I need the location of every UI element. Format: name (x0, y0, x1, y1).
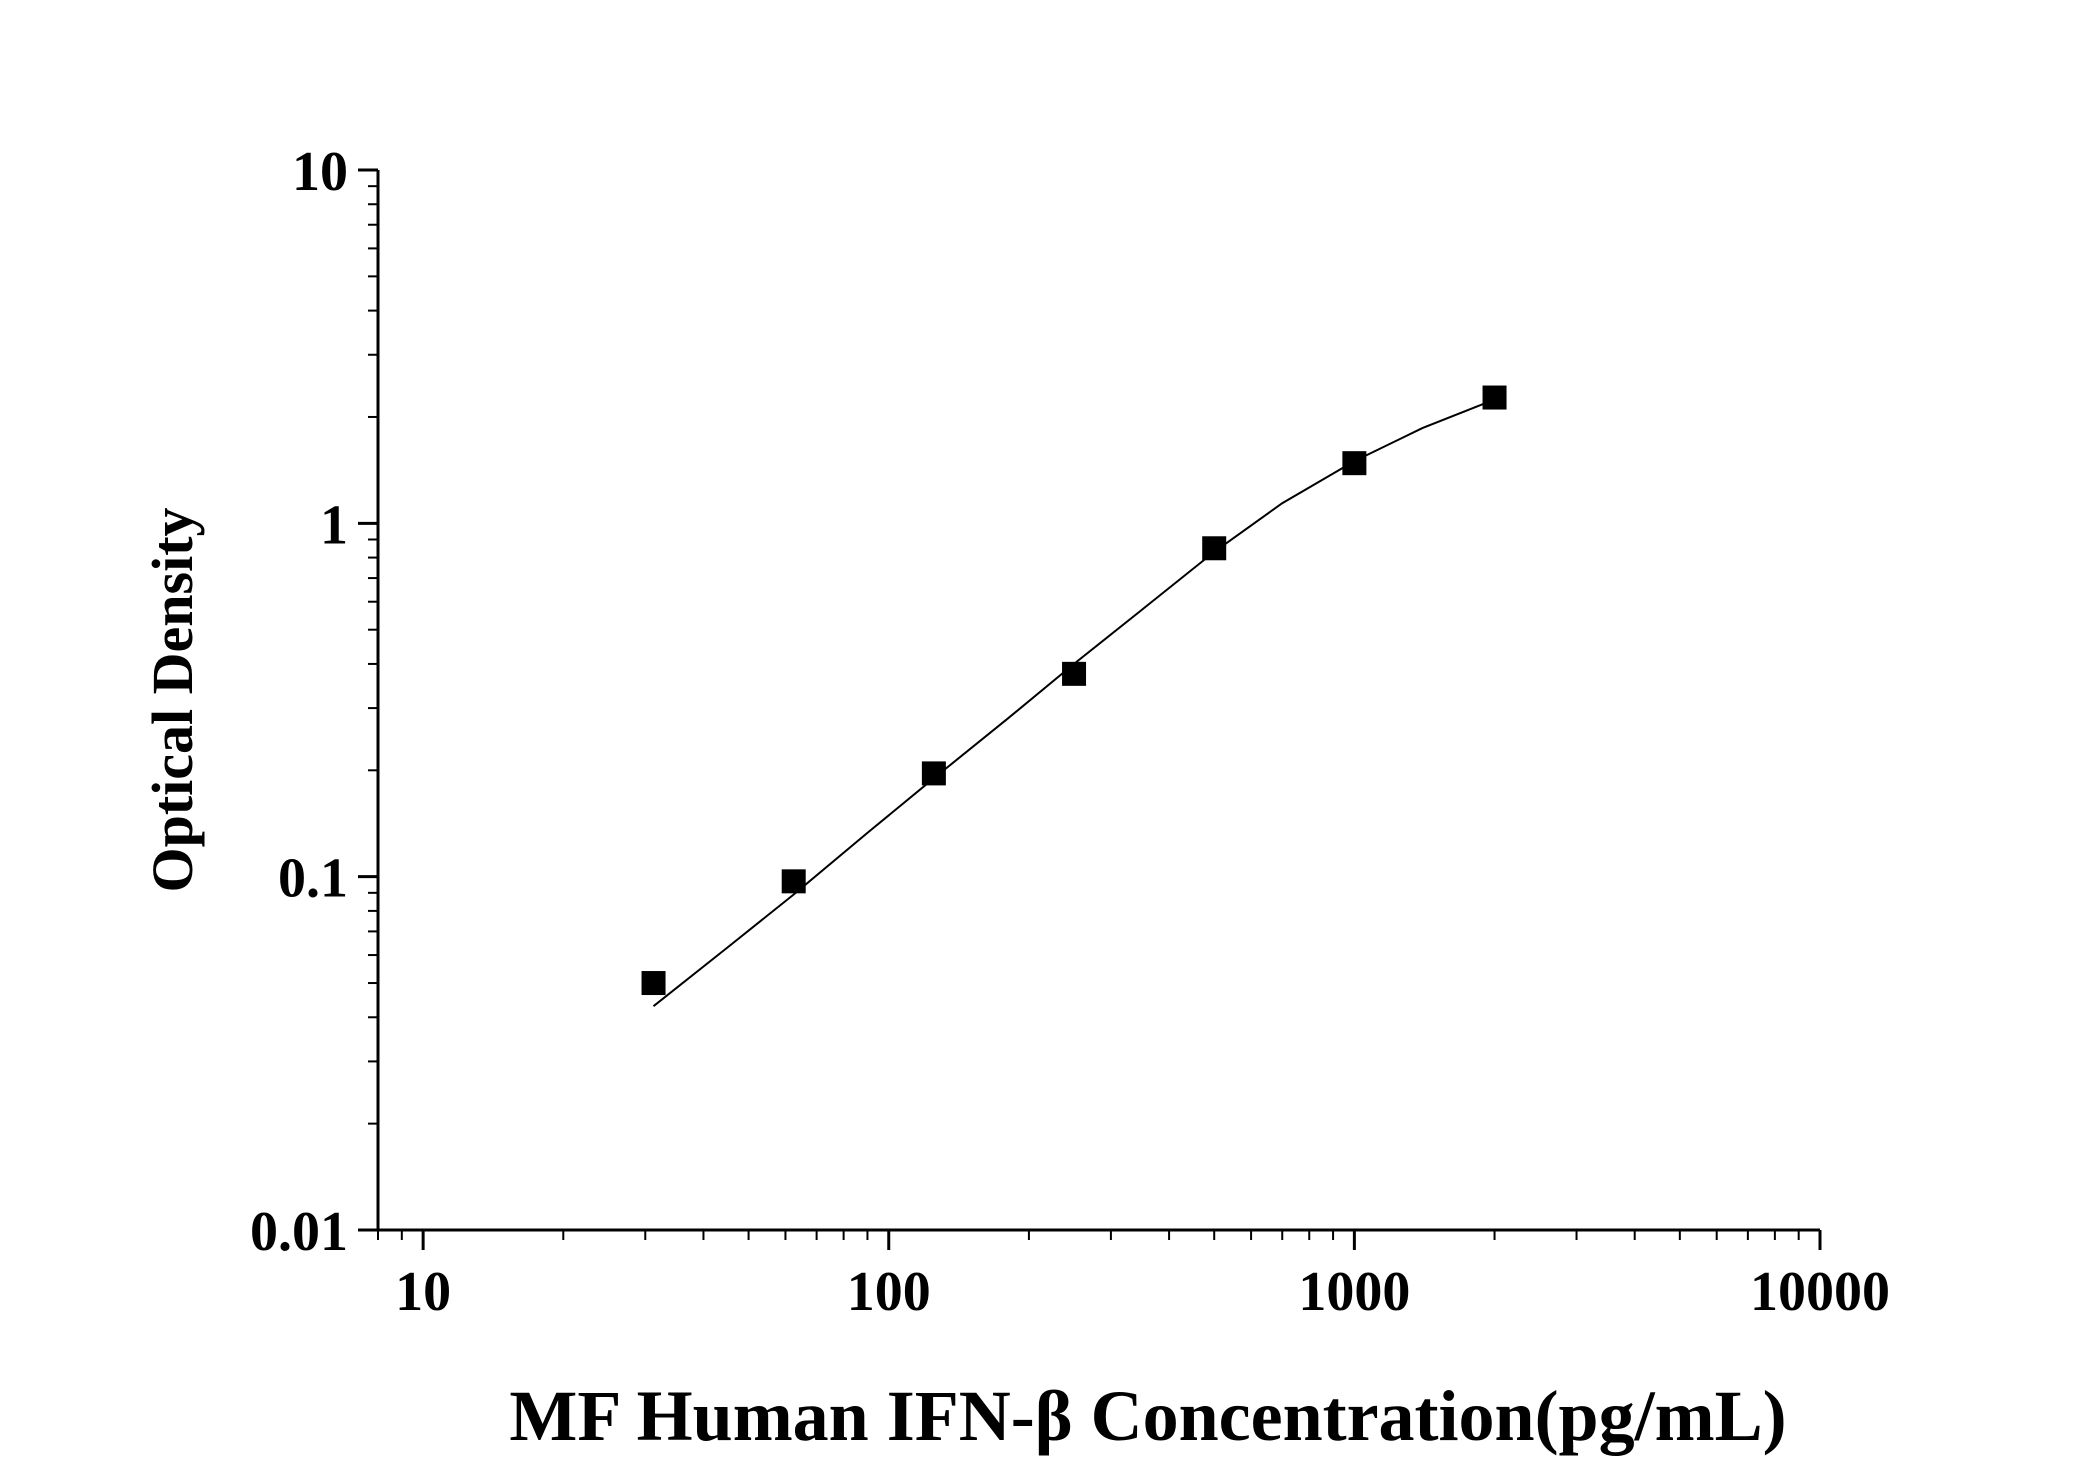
x-tick-label: 1000 (1298, 1261, 1410, 1323)
data-points-layer (641, 385, 1507, 996)
x-tick-label: 10 (395, 1261, 451, 1323)
data-point (1202, 536, 1227, 561)
data-point (921, 761, 946, 786)
axes: 0.01 0.1 1 10 10 100 1000 10000 (250, 141, 1890, 1323)
data-point (781, 869, 806, 894)
y-tick-label: 0.01 (250, 1201, 348, 1263)
data-point (1062, 661, 1087, 686)
y-tick-label: 10 (292, 141, 348, 203)
fit-curve (652, 398, 1495, 1007)
x-axis-title: MF Human IFN-β Concentration(pg/mL) (509, 1376, 1786, 1456)
fit-curve-layer (652, 398, 1495, 1007)
x-tick-label: 100 (847, 1261, 931, 1323)
y-tick-label: 0.1 (278, 848, 348, 910)
x-tick-label: 10000 (1750, 1261, 1890, 1323)
data-point (1342, 451, 1367, 476)
y-tick-label: 1 (320, 494, 348, 556)
data-point (641, 971, 666, 996)
y-axis-title: Optical Density (140, 507, 205, 892)
data-point (1482, 385, 1507, 410)
